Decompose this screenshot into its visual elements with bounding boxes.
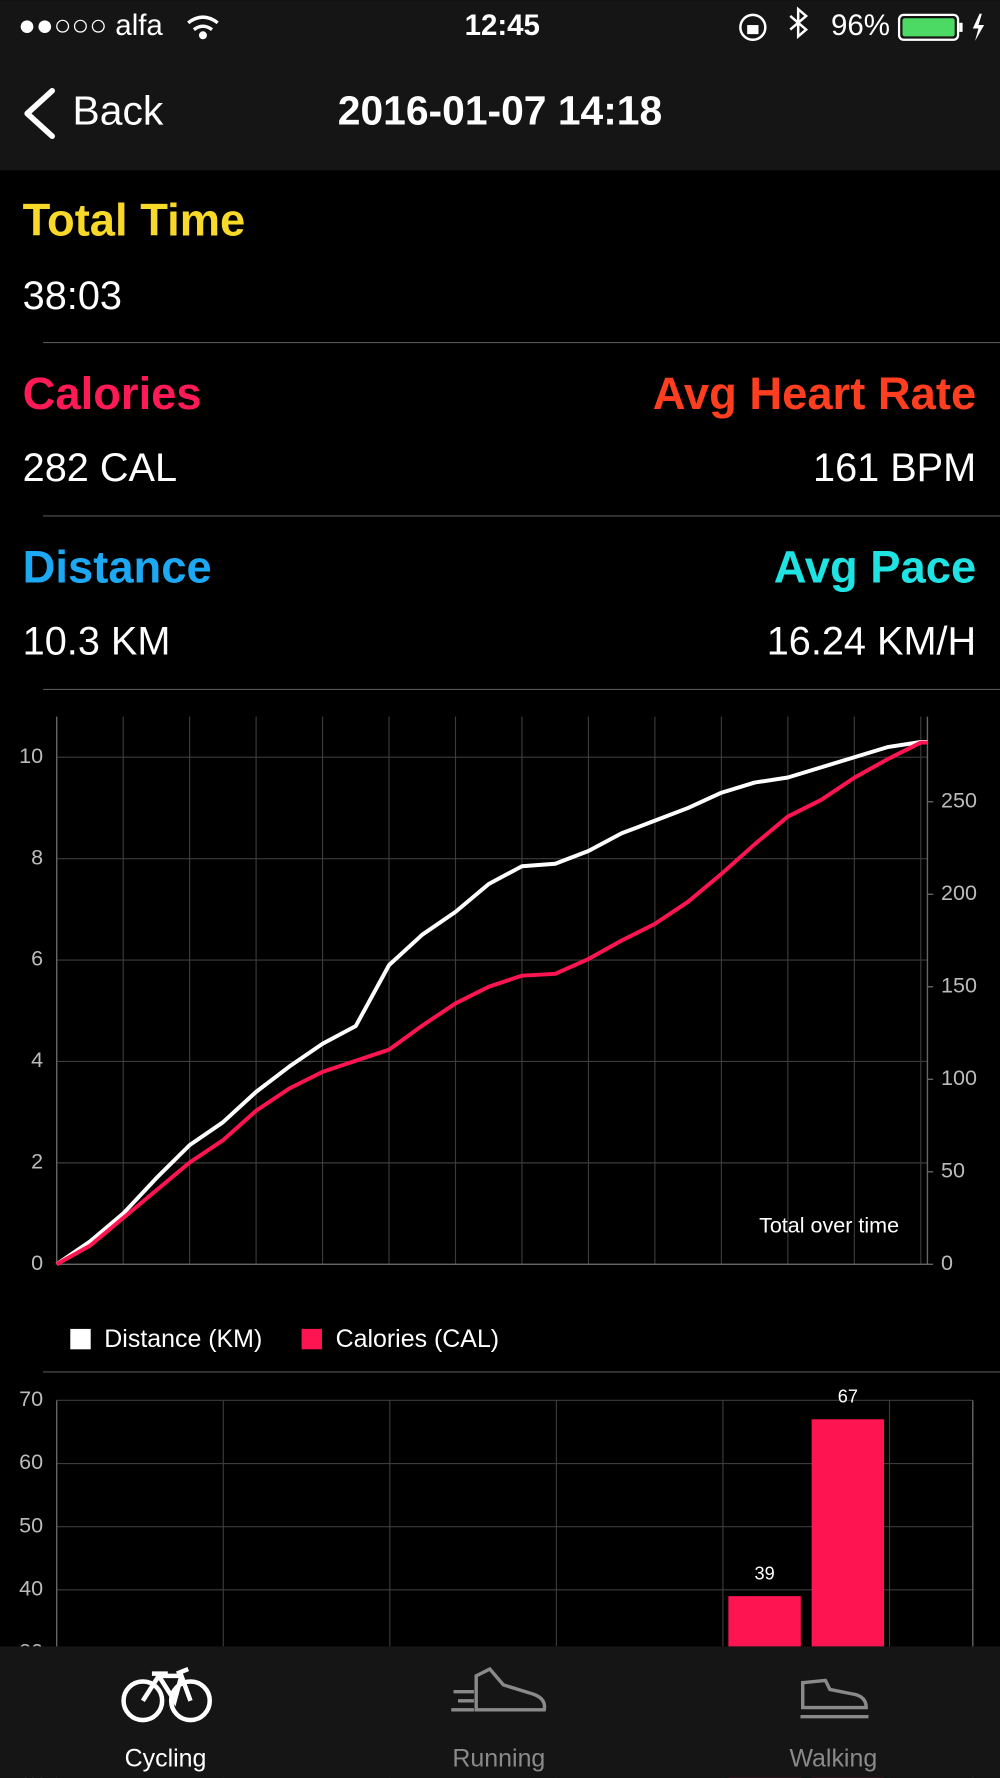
- y-tick-label: 6: [31, 947, 43, 971]
- tab-bar-bg: [0, 1646, 1000, 1778]
- y2-tick-label: 150: [941, 973, 977, 997]
- stat-value: 38:03: [23, 274, 122, 318]
- tab-walking[interactable]: Walking: [789, 1678, 877, 1772]
- stat-label: Avg Pace: [774, 541, 976, 592]
- data-line: [55, 740, 928, 1267]
- carrier: ●●○○○ alfa: [18, 9, 163, 42]
- tab-label[interactable]: Walking: [789, 1744, 877, 1772]
- y-tick-label: 50: [19, 1513, 43, 1537]
- tab-running[interactable]: Running: [451, 1666, 547, 1772]
- stat-label: Avg Heart Rate: [653, 368, 976, 419]
- battery-percent: 96%: [831, 9, 890, 42]
- stat-value: 161 BPM: [813, 446, 976, 490]
- stat-label: Total Time: [23, 194, 246, 245]
- annotation: Total over time: [759, 1214, 899, 1238]
- legend-label: Distance (KM): [104, 1325, 262, 1353]
- y2-tick-label: 100: [941, 1066, 977, 1090]
- nav-bar-bg: [0, 0, 1000, 171]
- y2-tick-label: 0: [941, 1251, 953, 1275]
- stat-value: 282 CAL: [23, 446, 177, 490]
- bar-value-label: 67: [838, 1387, 858, 1407]
- walking-icon[interactable]: [800, 1678, 869, 1719]
- data-line: [55, 740, 928, 1266]
- nav-title: 2016-01-07 14:18: [338, 87, 662, 133]
- tab-cycling[interactable]: Cycling: [121, 1666, 213, 1772]
- y-tick-label: 40: [19, 1577, 43, 1601]
- stat-value: 10.3 KM: [23, 620, 171, 664]
- tab-label[interactable]: Cycling: [125, 1744, 207, 1772]
- stat-label: Distance: [23, 541, 212, 592]
- y-tick-label: 60: [19, 1450, 43, 1474]
- y2-tick-label: 250: [941, 788, 977, 812]
- bike-icon[interactable]: [121, 1666, 213, 1723]
- back-button[interactable]: Back: [24, 87, 164, 139]
- y2-tick-label: 50: [941, 1158, 965, 1182]
- y-tick-label: 0: [31, 1251, 43, 1275]
- back-label[interactable]: Back: [73, 87, 164, 133]
- bar-value-label: 39: [754, 1563, 774, 1583]
- legend-swatch: [70, 1328, 91, 1350]
- legend-swatch: [301, 1328, 322, 1350]
- wifi-icon: [187, 15, 219, 40]
- clock: 12:45: [465, 9, 540, 42]
- y-tick-label: 8: [31, 845, 43, 869]
- battery-icon: [897, 13, 985, 41]
- y-tick-label: 2: [31, 1150, 43, 1174]
- shoe-icon[interactable]: [451, 1666, 547, 1712]
- y-tick-label: 4: [31, 1048, 43, 1072]
- y-tick-label: 10: [19, 744, 43, 768]
- tab-label[interactable]: Running: [452, 1744, 545, 1772]
- stat-label: Calories: [23, 368, 202, 419]
- legend-label: Calories (CAL): [336, 1325, 500, 1353]
- back-chevron[interactable]: [24, 87, 55, 139]
- status-icons: [739, 6, 809, 42]
- y2-tick-label: 200: [941, 881, 977, 905]
- y-tick-label: 70: [19, 1387, 43, 1411]
- stat-value: 16.24 KM/H: [767, 620, 976, 664]
- tab-bar: Cycling Running Walking: [0, 1646, 1000, 1778]
